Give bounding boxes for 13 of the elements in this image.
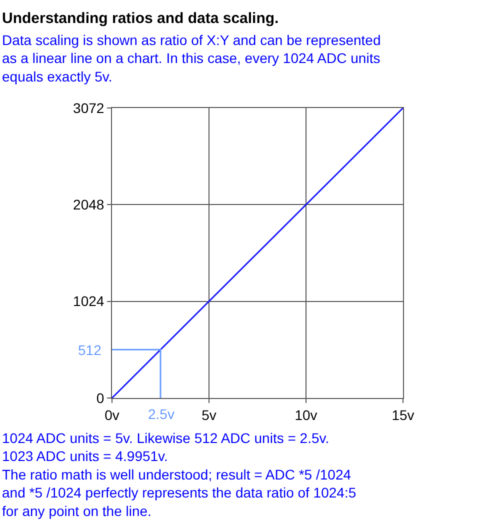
chart-subtitle: Data scaling is shown as ratio of X:Y and can be represented as a linear line on a chart. In this case, every 1024 ADC units equals exactly 5v.	[2, 32, 381, 84]
y-tick-label: 1024	[73, 293, 104, 310]
annotation: 2.5v	[148, 406, 174, 422]
y-tick-label: 0	[96, 390, 104, 406]
x-tick-label: 10v	[294, 406, 318, 423]
y-tick-label: 2048	[73, 196, 104, 213]
y-tick-label: 3072	[73, 100, 104, 116]
annotation: 512	[78, 342, 102, 358]
x-tick-label: 5v	[202, 406, 216, 423]
x-tick-label: 0v	[104, 406, 120, 423]
x-tick-label: 15v	[392, 406, 414, 423]
text: 1024 ADC units = 5v. Likewise 512 ADC units = 2.5v. 1023 ADC units = 4.9951v. The ratio math is well understood; result = ADC *5 /1024 and *5 /1024 perfectly represents the data ratio of 1024:5 for any point on the line.	[2, 430, 356, 519]
chart-title: Understanding ratios and data scaling.	[2, 10, 279, 27]
